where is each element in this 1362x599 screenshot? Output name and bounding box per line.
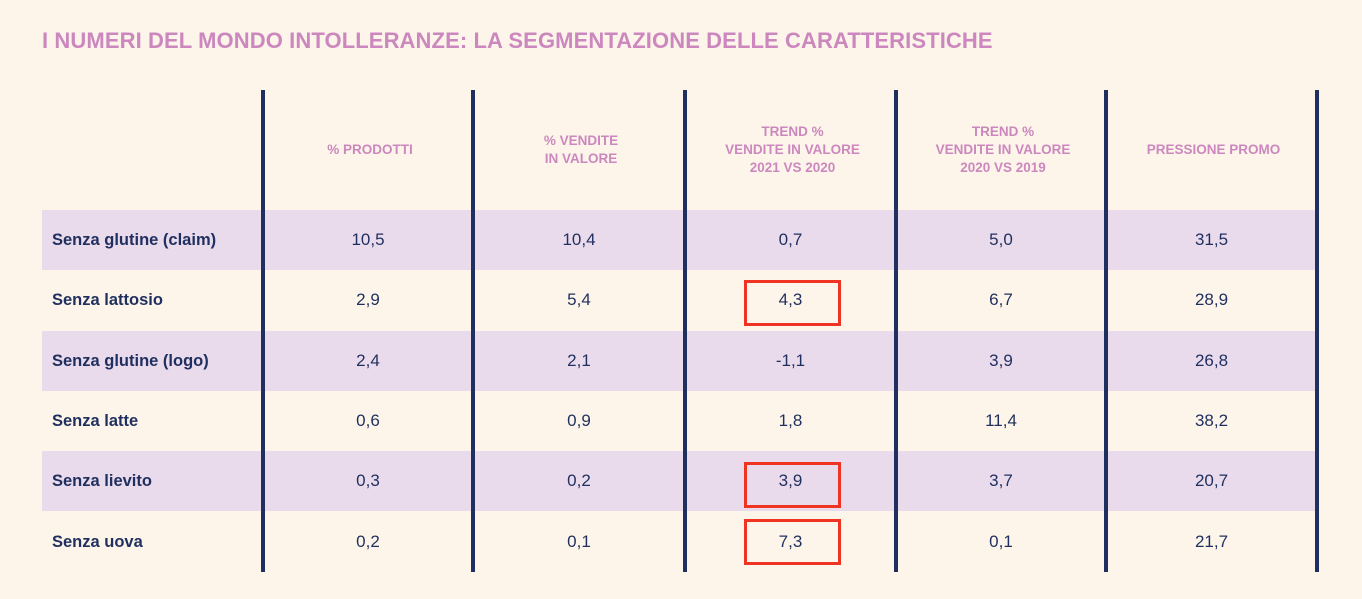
column-divider [1104, 90, 1108, 572]
table-row: Senza lievito 0,3 0,2 3,9 3,7 20,7 [42, 451, 1317, 511]
column-header-trend-2020-vs-2019: TREND % VENDITE IN VALORE 2020 VS 2019 [935, 124, 1071, 175]
cell-promo-pressure: 20,7 [1194, 471, 1229, 490]
cell-trend-2021-vs-2020: 1,8 [778, 411, 803, 430]
row-label: Senza lattosio [52, 290, 163, 309]
cell-pct-products: 10,5 [351, 230, 385, 249]
cell-trend-2021-vs-2020: 7,3 [778, 532, 803, 551]
page-title: I NUMERI DEL MONDO INTOLLERANZE: LA SEGM… [42, 28, 993, 53]
table-row: Senza latte 0,6 0,9 1,8 11,4 38,2 [42, 391, 1317, 451]
row-label: Senza glutine (logo) [52, 351, 209, 370]
column-divider [683, 90, 687, 572]
cell-pct-products: 2,9 [356, 290, 380, 309]
highlight-box [744, 280, 841, 326]
column-divider [1315, 90, 1319, 572]
cell-trend-2020-vs-2019: 3,9 [989, 351, 1013, 370]
cell-pct-sales-value: 0,1 [567, 532, 591, 551]
table-row: Senza uova 0,2 0,1 7,3 0,1 21,7 [42, 512, 1317, 572]
column-divider [471, 90, 475, 572]
column-header-pct-products: % PRODOTTI [327, 142, 413, 157]
column-header-promo-pressure: PRESSIONE PROMO [1146, 142, 1281, 157]
column-header-pct-sales-value: % VENDITE IN VALORE [543, 133, 619, 166]
column-divider [894, 90, 898, 572]
cell-pct-sales-value: 0,9 [567, 411, 591, 430]
cell-pct-products: 0,2 [356, 532, 380, 551]
cell-pct-products: 2,4 [356, 351, 380, 370]
cell-pct-products: 0,6 [356, 411, 380, 430]
highlight-box [744, 519, 841, 565]
table-row: Senza glutine (claim) 10,5 10,4 0,7 5,0 … [42, 210, 1317, 270]
row-label: Senza glutine (claim) [52, 230, 217, 249]
cell-trend-2020-vs-2019: 3,7 [989, 471, 1013, 490]
cell-promo-pressure: 31,5 [1194, 230, 1229, 249]
table-row: Senza lattosio 2,9 5,4 4,3 6,7 28,9 [42, 270, 1317, 330]
row-label: Senza uova [52, 532, 143, 551]
cell-trend-2020-vs-2019: 0,1 [989, 532, 1013, 551]
cell-trend-2020-vs-2019: 5,0 [989, 230, 1013, 249]
highlight-box [744, 462, 841, 508]
cell-pct-products: 0,3 [356, 471, 380, 490]
cell-trend-2020-vs-2019: 11,4 [985, 411, 1017, 430]
cell-trend-2021-vs-2020: -1,1 [775, 351, 806, 370]
cell-pct-sales-value: 10,4 [562, 230, 596, 249]
table-row: Senza glutine (logo) 2,4 2,1 -1,1 3,9 26… [42, 331, 1317, 391]
row-label: Senza lievito [52, 471, 152, 490]
column-header-trend-2021-vs-2020: TREND % VENDITE IN VALORE 2021 VS 2020 [725, 124, 860, 175]
cell-pct-sales-value: 0,2 [567, 471, 591, 490]
cell-promo-pressure: 28,9 [1194, 290, 1229, 309]
cell-promo-pressure: 21,7 [1194, 532, 1229, 551]
cell-trend-2021-vs-2020: 4,3 [778, 290, 803, 309]
cell-promo-pressure: 26,8 [1194, 351, 1229, 370]
cell-pct-sales-value: 2,1 [567, 351, 591, 370]
cell-trend-2021-vs-2020: 0,7 [778, 230, 803, 249]
row-label: Senza latte [52, 411, 139, 430]
cell-promo-pressure: 38,2 [1194, 411, 1229, 430]
cell-trend-2021-vs-2020: 3,9 [778, 471, 803, 490]
column-divider [261, 90, 265, 572]
cell-pct-sales-value: 5,4 [567, 290, 591, 309]
cell-trend-2020-vs-2019: 6,7 [989, 290, 1013, 309]
